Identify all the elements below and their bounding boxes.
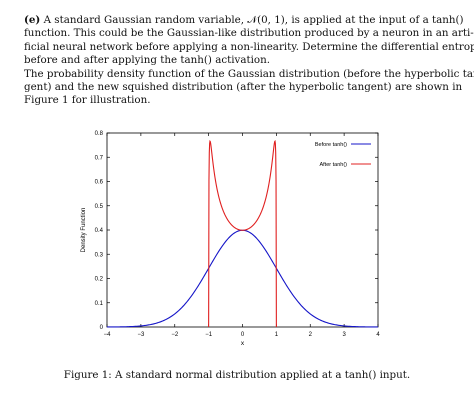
x-tick-label: 4 bbox=[376, 332, 380, 338]
x-tick-label: 1 bbox=[275, 332, 279, 338]
x-tick-label: −4 bbox=[104, 332, 112, 338]
y-tick-label: 0.5 bbox=[95, 204, 104, 210]
problem-label: (e) bbox=[24, 14, 41, 26]
y-axis-label: Density Function bbox=[81, 208, 87, 253]
problem-line-1: (e) A standard Gaussian random variable,… bbox=[24, 14, 464, 26]
problem-line-7: Figure 1 for illustration. bbox=[24, 94, 151, 107]
problem-line-3: ficial neural network before applying a … bbox=[24, 40, 474, 53]
legend-label: Before tanh() bbox=[315, 142, 347, 148]
x-tick-label: 2 bbox=[309, 332, 313, 338]
x-tick-label: 3 bbox=[342, 332, 346, 338]
x-axis-label: x bbox=[241, 340, 245, 347]
x-tick-label: 0 bbox=[241, 332, 245, 338]
y-tick-label: 0.8 bbox=[95, 131, 104, 137]
y-tick-label: 0.3 bbox=[95, 252, 104, 258]
x-tick-label: −1 bbox=[205, 332, 213, 338]
legend-label: After tanh() bbox=[319, 162, 347, 168]
problem-line-6: gent) and the new squished distribution … bbox=[24, 81, 463, 94]
x-tick-label: −2 bbox=[171, 332, 179, 338]
series-line-after-tanh bbox=[208, 139, 277, 328]
problem-text: (e) A standard Gaussian random variable,… bbox=[24, 14, 474, 108]
figure-caption: Figure 1: A standard normal distribution… bbox=[63, 369, 411, 381]
problem-line-2: function. This could be the Gaussian-lik… bbox=[24, 27, 474, 40]
y-tick-label: 0.4 bbox=[95, 228, 104, 234]
y-tick-label: 0.6 bbox=[95, 180, 104, 186]
problem-line-4: before and after applying the tanh() act… bbox=[24, 54, 271, 67]
y-tick-label: 0 bbox=[100, 325, 104, 331]
density-chart: −4 −3 −2 −1 0 1 2 3 4 0 0.1 0.2 0.3 0.4 0.5 0.6 0.7 0.8 x D… bbox=[81, 131, 380, 347]
y-tick-label: 0.1 bbox=[95, 301, 104, 307]
x-tick-label: −3 bbox=[137, 332, 145, 338]
y-tick-label: 0.7 bbox=[95, 155, 104, 161]
series-line-before-tanh bbox=[106, 229, 379, 328]
problem-line-5: The probability density function of the … bbox=[24, 67, 474, 80]
y-tick-label: 0.2 bbox=[95, 277, 104, 283]
